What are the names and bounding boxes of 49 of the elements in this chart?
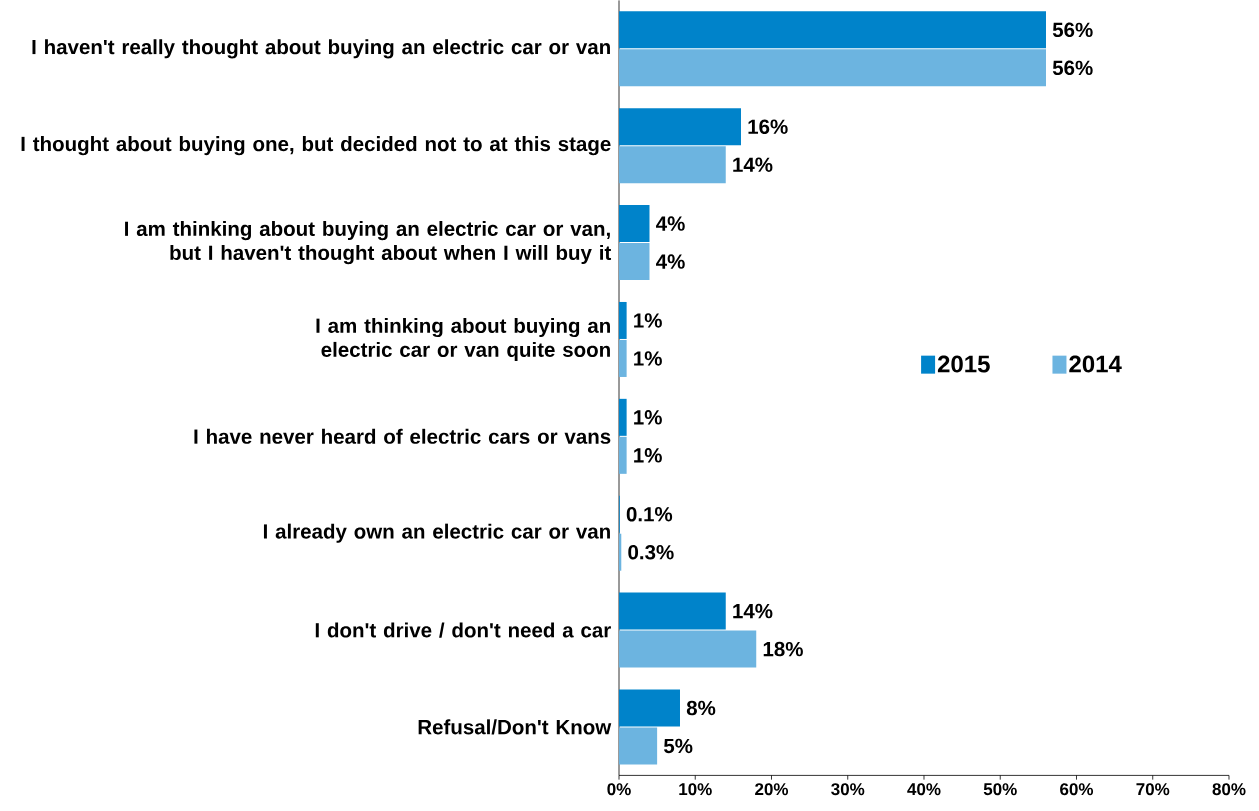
bar: [619, 689, 680, 727]
x-tick-label: 60%: [1060, 782, 1094, 796]
x-tick-label: 40%: [907, 782, 941, 796]
y-tick-label: I already own an electric car or van: [263, 523, 610, 543]
bar: [619, 108, 741, 146]
x-tick-label: 0%: [607, 782, 631, 796]
legend-label: 2015: [937, 355, 990, 373]
x-tick-label: 50%: [983, 782, 1017, 796]
data-label: 14%: [733, 157, 773, 172]
y-tick-label: I haven't really thought about buying an electric car or van: [32, 39, 610, 59]
bar: [619, 242, 650, 280]
legend-label: 2014: [1069, 355, 1122, 373]
data-label: 1%: [634, 409, 662, 425]
bar: [619, 146, 726, 184]
bar: [619, 436, 627, 474]
x-tick-label: 20%: [755, 782, 789, 796]
bar: [619, 398, 627, 436]
data-label: 0.1%: [626, 506, 673, 522]
y-tick-label: I thought about buying one, but decided not to at this stage: [21, 135, 611, 156]
data-label: 1%: [634, 447, 662, 463]
x-tick-label: 70%: [1136, 782, 1170, 796]
x-tick-label: 30%: [831, 782, 865, 796]
data-label: 14%: [733, 603, 773, 619]
y-tick-label: I have never heard of electric cars or vans: [194, 428, 611, 444]
bar: [619, 727, 658, 765]
y-tick-label: I am thinking about buying an electric car or van, but I haven't thought about when I will buy it: [125, 220, 612, 264]
data-label: 1%: [634, 351, 662, 366]
y-tick-label: I don't drive / don't need a car: [315, 622, 611, 638]
bar: [619, 204, 650, 242]
data-label: 4%: [656, 216, 685, 231]
data-label: 56%: [1052, 60, 1093, 75]
bar: [619, 339, 627, 377]
data-label: 16%: [748, 119, 788, 134]
x-tick-label: 10%: [679, 782, 712, 796]
y-tick-label: I am thinking about buying an electric car or van quite soon: [316, 317, 610, 361]
data-label: 0.3%: [628, 544, 674, 560]
data-label: 1%: [634, 313, 662, 328]
bar: [619, 49, 1046, 87]
bar: [619, 592, 726, 630]
data-label: 4%: [656, 254, 685, 269]
data-label: 8%: [686, 700, 716, 716]
bar: [619, 630, 757, 668]
data-label: 5%: [663, 738, 693, 754]
data-label: 18%: [763, 641, 803, 657]
data-label: 56%: [1052, 22, 1093, 37]
y-tick-label: Refusal/Don't Know: [418, 719, 612, 735]
x-tick-label: 80%: [1212, 782, 1246, 796]
bar: [619, 301, 627, 339]
bar: [619, 11, 1046, 49]
